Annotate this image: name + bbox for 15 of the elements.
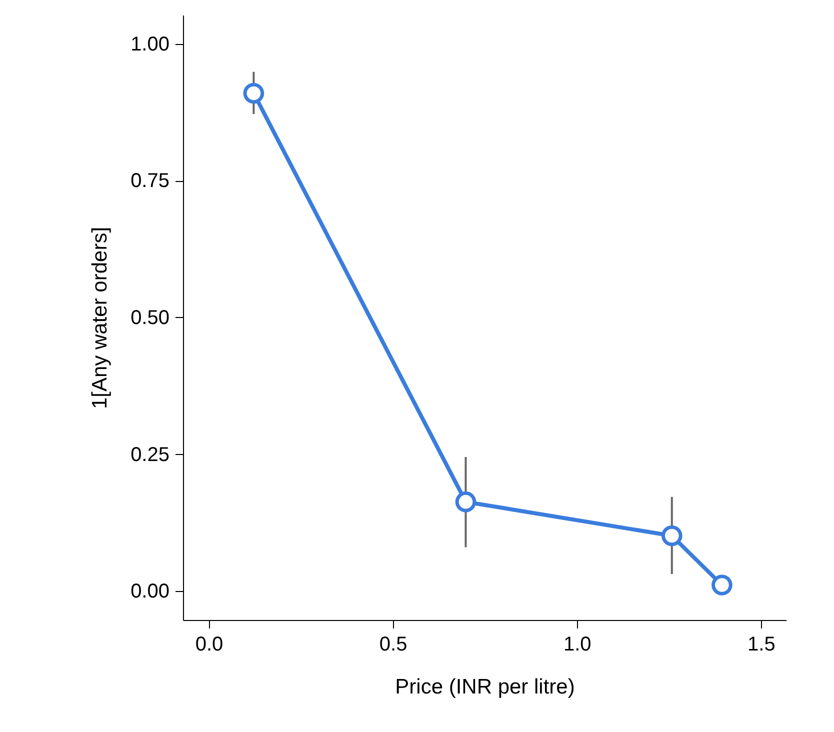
y-tick-label: 0.25 — [130, 444, 170, 466]
x-axis-title: Price (INR per litre) — [395, 676, 575, 698]
x-tick-label: 0.5 — [379, 634, 408, 656]
point — [243, 82, 264, 104]
y-axis-title: 1[Any water orders] — [88, 226, 112, 410]
y-tick-label: 1.00 — [130, 33, 170, 56]
point — [661, 525, 682, 546]
point — [455, 491, 476, 512]
x-tick-label: 1.0 — [563, 634, 592, 656]
y-tick-label: 0.00 — [130, 580, 170, 603]
y-tick-label: 0.50 — [130, 307, 170, 329]
x-tick-label: 0.0 — [195, 634, 224, 656]
x-tick-label: 1.5 — [748, 634, 776, 656]
point — [712, 574, 732, 596]
y-tick-label: 0.75 — [130, 170, 170, 192]
